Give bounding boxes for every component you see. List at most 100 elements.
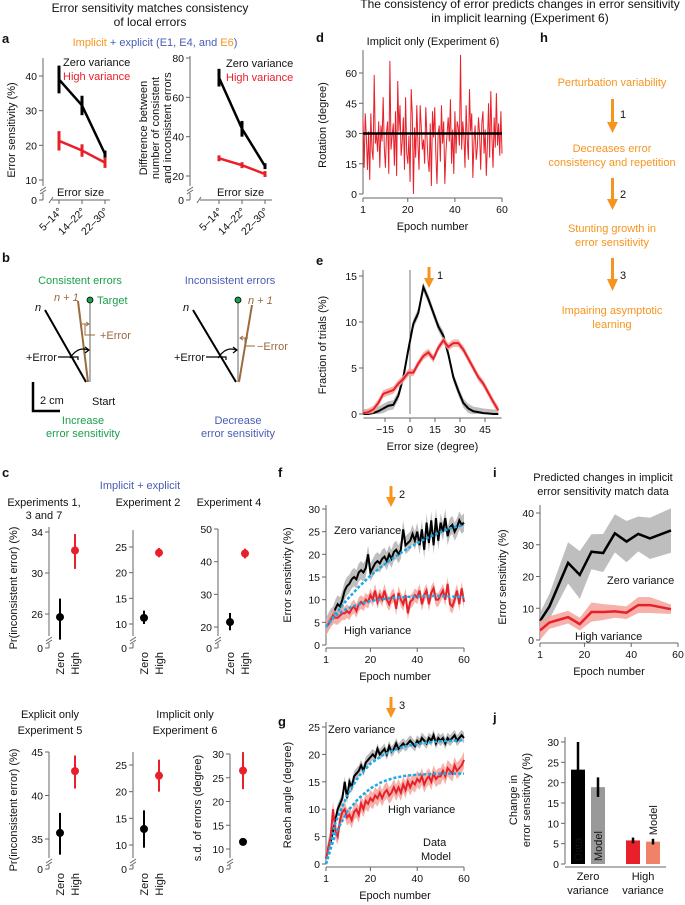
x-tick-label: 60	[458, 873, 470, 885]
y-axis-label: Error sensitivity (%)	[497, 529, 509, 624]
x-category-label: High	[70, 873, 82, 896]
y-tick-label: 0	[121, 643, 127, 655]
y-tick-label: 20	[25, 140, 37, 152]
error-n-label: +Error	[26, 352, 57, 364]
data-point	[155, 771, 163, 780]
legend-data: Data	[423, 837, 447, 849]
axis-break-icon	[196, 196, 202, 204]
trial-n-label: n	[35, 302, 41, 314]
prediction-line	[538, 529, 672, 622]
flow-step-2-line1: Decreases error	[573, 143, 652, 155]
y-tick-label: 25	[115, 542, 127, 554]
x-tick-label: 20	[365, 873, 377, 885]
panel-h-flow: Perturbation variability 1 Decreases err…	[548, 77, 675, 331]
chart-title: Implicit only	[156, 709, 214, 721]
chart-title: 3 and 7	[26, 510, 63, 522]
y-tick-label: 30	[522, 540, 534, 552]
y-tick-label: 30	[200, 589, 212, 601]
legend-zero-variance: Zero variance	[63, 57, 130, 69]
chart-title: Experiments 1,	[7, 497, 80, 509]
y-tick-label: 30	[212, 749, 224, 761]
flow-step-2-line2: consistency and repetition	[548, 157, 675, 169]
y-tick-label: 45	[345, 98, 357, 110]
y-tick-label: 15	[115, 813, 127, 825]
error-n1-arrow-icon	[82, 321, 95, 336]
y-tick-label: 26	[31, 609, 43, 621]
y-tick-label: 5	[553, 839, 559, 851]
x-axis-label: Error size (degree)	[387, 441, 479, 453]
x-category-label: High	[154, 652, 166, 675]
x-axis-label: Error size	[217, 187, 264, 199]
y-tick-label: 0	[121, 864, 127, 876]
legend-high-variance: High variance	[63, 71, 130, 83]
down-arrow-icon	[386, 708, 396, 718]
panel-label-f: f	[278, 465, 283, 480]
arrow-label: 2	[399, 489, 405, 501]
y-tick-label: 25	[308, 527, 320, 539]
consistent-errors-title: Consistent errors	[38, 275, 122, 287]
y-axis-label: Pr(inconsistent error) (%)	[8, 749, 20, 872]
left-title-line2: of local errors	[114, 15, 187, 29]
y-tick-label: 20	[308, 749, 320, 761]
down-arrow-icon	[607, 122, 618, 133]
y-tick-label: 10	[547, 818, 559, 830]
trial-n1-label: n + 1	[248, 295, 273, 307]
scale-bar-label: 2 cm	[40, 395, 64, 407]
x-tick-label: 1	[360, 204, 366, 216]
series-label: Zero variance	[328, 724, 395, 736]
data-line	[325, 517, 465, 628]
down-arrow-icon	[386, 497, 396, 507]
bar-label-above: Model	[648, 805, 660, 835]
x-tick-label: 15	[429, 424, 441, 436]
error-n-arrow-icon	[206, 346, 238, 360]
y-axis-label: Change in	[508, 775, 520, 825]
error-n1-arrow-icon	[239, 335, 255, 347]
data-point	[239, 766, 247, 775]
error-band	[540, 597, 671, 640]
inconsistent-errors-diagram: Inconsistent errors n n + 1 −Error +Erro…	[174, 275, 288, 440]
x-tick-label: 20	[579, 649, 591, 661]
subtitle-e6: E6	[220, 37, 233, 49]
y-tick-label: 45	[31, 747, 43, 759]
rotation-series	[362, 54, 503, 195]
trial-n-path	[44, 309, 87, 383]
series-label: High variance	[388, 804, 455, 816]
y-tick-label: 60	[345, 68, 357, 80]
y-tick-label: 0	[178, 195, 184, 207]
y-tick-label: 20	[212, 797, 224, 809]
x-tick-label: 20	[402, 204, 414, 216]
bar	[591, 787, 605, 864]
x-tick-label: 40	[625, 649, 637, 661]
x-tick-label: 40	[411, 654, 423, 666]
panel-label-i: i	[493, 465, 497, 480]
right-title-line2: in implicit learning (Experiment 6)	[431, 11, 608, 25]
axis-break-icon	[129, 636, 137, 645]
chart-title: Predicted changes in implicit	[533, 472, 672, 484]
scale-bar-icon	[31, 382, 60, 413]
target-label: Target	[97, 295, 128, 307]
y-tick-label: 0	[37, 864, 43, 876]
data-point	[71, 546, 79, 555]
panel-label-e: e	[316, 253, 323, 268]
y-tick-label: 40	[31, 791, 43, 803]
y-tick-label: 20	[547, 778, 559, 790]
x-category-label: High	[240, 652, 252, 675]
y-tick-label: 10	[308, 595, 320, 607]
data-point	[155, 548, 163, 557]
y-tick-label: 0	[314, 640, 320, 652]
panel-c-group-title: Implicit + explicit	[100, 480, 180, 492]
panel-label-g: g	[278, 714, 286, 729]
legend-high-variance: High variance	[226, 72, 293, 84]
flow-step-4-line2: learning	[592, 319, 631, 331]
y-tick-label: 20	[308, 549, 320, 561]
panel-label-a: a	[2, 31, 10, 46]
left-title-line1: Error sensitivity matches consistency	[52, 1, 249, 15]
y-tick-label: 20	[115, 568, 127, 580]
model-line	[324, 738, 465, 865]
chart-title: Explicit only	[21, 709, 80, 721]
outcome-line2: error sensitivity	[201, 428, 275, 440]
data-point	[226, 618, 234, 627]
x-category-label: Zero	[225, 652, 237, 675]
axis-break-icon	[45, 858, 53, 867]
